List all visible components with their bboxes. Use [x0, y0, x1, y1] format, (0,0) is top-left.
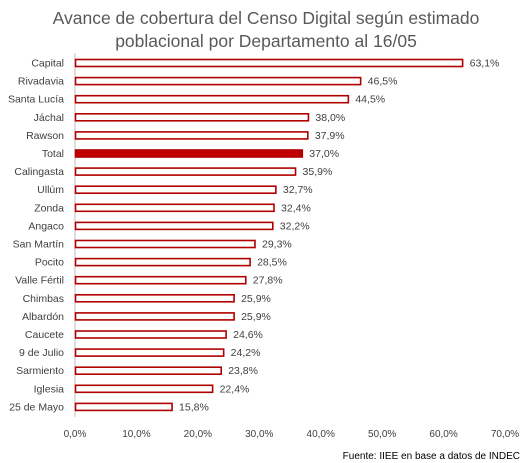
category-label: Caucete — [25, 329, 64, 341]
bar — [74, 113, 310, 122]
category-label: Capital — [31, 58, 64, 70]
bars-group: Capital 63,1% Rivadavia 46,5% Santa Lucía 44,… — [8, 53, 499, 417]
data-label: 32,4% — [281, 202, 311, 214]
x-tick-label: 60,0% — [429, 429, 457, 440]
data-label: 23,8% — [228, 365, 258, 377]
bar — [74, 312, 235, 321]
category-label: Sarmiento — [16, 365, 64, 377]
x-tick-label: 50,0% — [368, 429, 396, 440]
bar — [74, 131, 309, 140]
data-label: 46,5% — [368, 76, 398, 88]
chart-title-line-1: Avance de cobertura del Censo Digital se… — [53, 8, 480, 28]
data-label: 44,5% — [355, 94, 385, 106]
category-label: Jáchal — [34, 112, 64, 124]
category-label: Valle Fértil — [15, 275, 64, 287]
category-label: Albardón — [22, 311, 64, 323]
category-label: Rivadavia — [18, 76, 64, 88]
bar — [74, 384, 214, 394]
bar — [74, 293, 235, 303]
category-label: Pocito — [35, 257, 64, 269]
x-tick-label: 70,0% — [491, 429, 519, 440]
data-label: 29,3% — [262, 239, 292, 251]
bar — [74, 257, 251, 267]
category-label: Total — [42, 148, 64, 160]
category-label: Angaco — [28, 220, 64, 232]
bar — [74, 221, 274, 231]
data-label: 22,4% — [220, 383, 250, 395]
bar — [74, 94, 350, 104]
bar-highlight — [74, 149, 304, 158]
data-label: 24,6% — [233, 329, 263, 341]
bar — [74, 348, 225, 357]
x-tick-label: 20,0% — [184, 429, 212, 440]
category-label: Chimbas — [23, 293, 64, 305]
bar — [74, 185, 277, 194]
category-label: Rawson — [26, 130, 64, 142]
bar — [74, 330, 227, 339]
chart-title-line-2: poblacional por Departamento al 16/05 — [115, 31, 417, 51]
x-axis-ticks: 0,0% 10,0% 20,0% 30,0% 40,0% 50,0% 60,0% 70,0% — [64, 429, 520, 440]
bar — [74, 203, 275, 213]
bar — [74, 76, 362, 86]
category-label: 9 de Julio — [19, 347, 64, 359]
data-label: 25,9% — [241, 311, 271, 323]
x-tick-label: 10,0% — [122, 429, 150, 440]
data-label: 32,2% — [280, 220, 310, 232]
category-label: Ullúm — [37, 184, 64, 196]
x-tick-label: 40,0% — [307, 429, 335, 440]
data-label: 27,8% — [253, 275, 283, 287]
bar — [74, 167, 297, 176]
x-tick-label: 30,0% — [245, 429, 273, 440]
category-label: Iglesia — [34, 383, 65, 395]
bar — [74, 58, 464, 68]
data-label: 35,9% — [303, 166, 333, 178]
source-note: Fuente: IIEE en base a datos de INDEC — [343, 451, 520, 462]
data-label: 37,0% — [309, 148, 339, 160]
data-label: 63,1% — [470, 58, 500, 70]
category-label: Zonda — [34, 202, 64, 214]
category-label: 25 de Mayo — [9, 401, 64, 413]
data-label: 32,7% — [283, 184, 313, 196]
bar — [74, 239, 256, 249]
data-label: 24,2% — [231, 347, 261, 359]
category-label: San Martín — [13, 239, 65, 251]
data-label: 38,0% — [315, 112, 345, 124]
x-tick-label: 0,0% — [64, 429, 87, 440]
category-label: Calingasta — [14, 166, 64, 178]
data-label: 15,8% — [179, 401, 209, 413]
data-label: 37,9% — [315, 130, 345, 142]
bar — [74, 366, 222, 376]
bar — [74, 402, 173, 412]
data-label: 28,5% — [257, 257, 287, 269]
category-label: Santa Lucía — [8, 94, 64, 106]
bar — [74, 275, 247, 285]
data-label: 25,9% — [241, 293, 271, 305]
